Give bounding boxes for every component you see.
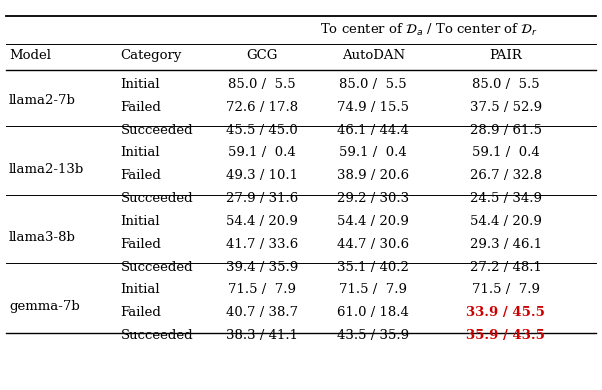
Text: PAIR: PAIR xyxy=(489,49,522,62)
Text: Failed: Failed xyxy=(120,238,161,251)
Text: llama3-8b: llama3-8b xyxy=(9,231,76,244)
Text: Model: Model xyxy=(9,49,51,62)
Text: 35.9 / 43.5: 35.9 / 43.5 xyxy=(466,329,545,342)
Text: 37.5 / 52.9: 37.5 / 52.9 xyxy=(470,101,542,114)
Text: 61.0 / 18.4: 61.0 / 18.4 xyxy=(337,306,409,319)
Text: Failed: Failed xyxy=(120,169,161,182)
Text: 54.4 / 20.9: 54.4 / 20.9 xyxy=(470,215,542,228)
Text: 59.1 /  0.4: 59.1 / 0.4 xyxy=(340,146,407,160)
Text: Category: Category xyxy=(120,49,182,62)
Text: 49.3 / 10.1: 49.3 / 10.1 xyxy=(226,169,298,182)
Text: 33.9 / 45.5: 33.9 / 45.5 xyxy=(466,306,545,319)
Text: To center of $\mathcal{D}_a$ / To center of $\mathcal{D}_r$: To center of $\mathcal{D}_a$ / To center… xyxy=(320,21,538,37)
Text: 38.3 / 41.1: 38.3 / 41.1 xyxy=(226,329,298,342)
Text: 74.9 / 15.5: 74.9 / 15.5 xyxy=(337,101,409,114)
Text: 46.1 / 44.4: 46.1 / 44.4 xyxy=(337,124,409,136)
Text: Initial: Initial xyxy=(120,146,160,160)
Text: 59.1 /  0.4: 59.1 / 0.4 xyxy=(228,146,296,160)
Text: Succeeded: Succeeded xyxy=(120,261,193,273)
Text: gemma-7b: gemma-7b xyxy=(9,300,80,313)
Text: AutoDAN: AutoDAN xyxy=(342,49,405,62)
Text: 29.2 / 30.3: 29.2 / 30.3 xyxy=(337,192,409,205)
Text: 71.5 /  7.9: 71.5 / 7.9 xyxy=(340,283,407,296)
Text: llama2-7b: llama2-7b xyxy=(9,94,76,107)
Text: 26.7 / 32.8: 26.7 / 32.8 xyxy=(470,169,542,182)
Text: 54.4 / 20.9: 54.4 / 20.9 xyxy=(226,215,298,228)
Text: 85.0 /  5.5: 85.0 / 5.5 xyxy=(340,78,407,91)
Text: 59.1 /  0.4: 59.1 / 0.4 xyxy=(472,146,539,160)
Text: 54.4 / 20.9: 54.4 / 20.9 xyxy=(337,215,409,228)
Text: 72.6 / 17.8: 72.6 / 17.8 xyxy=(226,101,298,114)
Text: 39.4 / 35.9: 39.4 / 35.9 xyxy=(226,261,298,273)
Text: GCG: GCG xyxy=(246,49,278,62)
Text: 45.5 / 45.0: 45.5 / 45.0 xyxy=(226,124,298,136)
Text: 24.5 / 34.9: 24.5 / 34.9 xyxy=(470,192,542,205)
Text: 85.0 /  5.5: 85.0 / 5.5 xyxy=(228,78,296,91)
Text: Initial: Initial xyxy=(120,78,160,91)
Text: 40.7 / 38.7: 40.7 / 38.7 xyxy=(226,306,298,319)
Text: 27.2 / 48.1: 27.2 / 48.1 xyxy=(470,261,542,273)
Text: Failed: Failed xyxy=(120,306,161,319)
Text: 29.3 / 46.1: 29.3 / 46.1 xyxy=(470,238,542,251)
Text: Succeeded: Succeeded xyxy=(120,124,193,136)
Text: 27.9 / 31.6: 27.9 / 31.6 xyxy=(226,192,298,205)
Text: Succeeded: Succeeded xyxy=(120,329,193,342)
Text: 43.5 / 35.9: 43.5 / 35.9 xyxy=(337,329,409,342)
Text: Initial: Initial xyxy=(120,215,160,228)
Text: 41.7 / 33.6: 41.7 / 33.6 xyxy=(226,238,298,251)
Text: 85.0 /  5.5: 85.0 / 5.5 xyxy=(472,78,539,91)
Text: Failed: Failed xyxy=(120,101,161,114)
Text: Initial: Initial xyxy=(120,283,160,296)
Text: 71.5 /  7.9: 71.5 / 7.9 xyxy=(472,283,539,296)
Text: 35.1 / 40.2: 35.1 / 40.2 xyxy=(337,261,409,273)
Text: 28.9 / 61.5: 28.9 / 61.5 xyxy=(470,124,542,136)
Text: Succeeded: Succeeded xyxy=(120,192,193,205)
Text: 71.5 /  7.9: 71.5 / 7.9 xyxy=(228,283,296,296)
Text: llama2-13b: llama2-13b xyxy=(9,163,84,176)
Text: 38.9 / 20.6: 38.9 / 20.6 xyxy=(337,169,409,182)
Text: 44.7 / 30.6: 44.7 / 30.6 xyxy=(337,238,409,251)
